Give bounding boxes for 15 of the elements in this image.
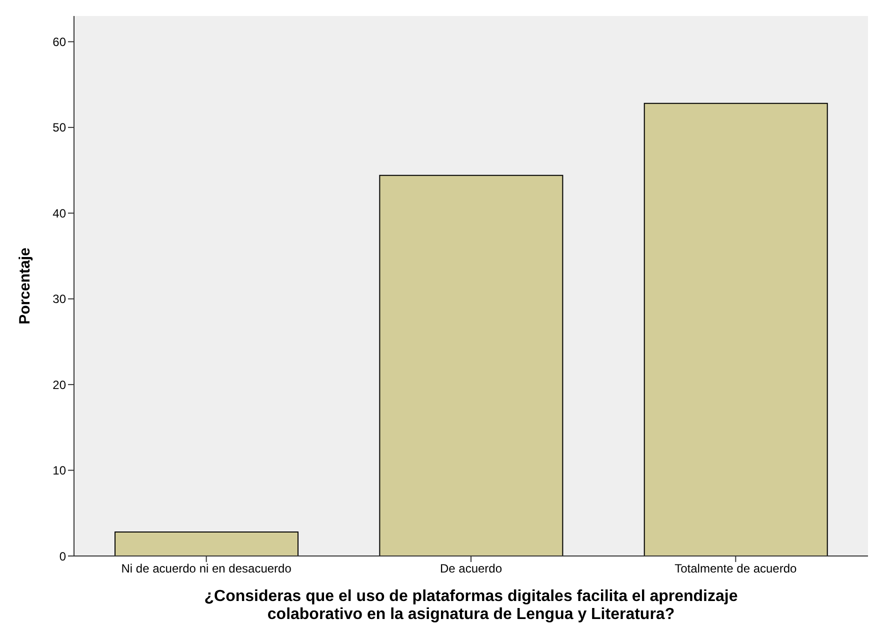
- y-tick-label: 60: [52, 34, 66, 49]
- y-tick-label: 0: [59, 549, 66, 564]
- bar: [114, 532, 299, 556]
- y-tick-label: 10: [52, 464, 66, 478]
- y-axis-title: Porcentaje: [16, 248, 34, 324]
- x-tick-label: De acuerdo: [440, 562, 502, 576]
- x-tick-label: Totalmente de acuerdo: [674, 562, 798, 576]
- y-tick-label: 20: [52, 378, 66, 392]
- y-tick-label: 50: [52, 120, 66, 135]
- y-tick-label: 30: [52, 292, 66, 306]
- y-tick-label: 40: [52, 206, 66, 220]
- bar: [644, 102, 828, 556]
- bar: [379, 174, 564, 556]
- x-tick-label: Ni de acuerdo ni en desacuerdo: [121, 562, 292, 576]
- x-axis-title: ¿Consideras que el uso de plataformas digitales facilita el aprendizaje colaborativo en la asignatura de Lengua y Literatura?: [203, 588, 739, 624]
